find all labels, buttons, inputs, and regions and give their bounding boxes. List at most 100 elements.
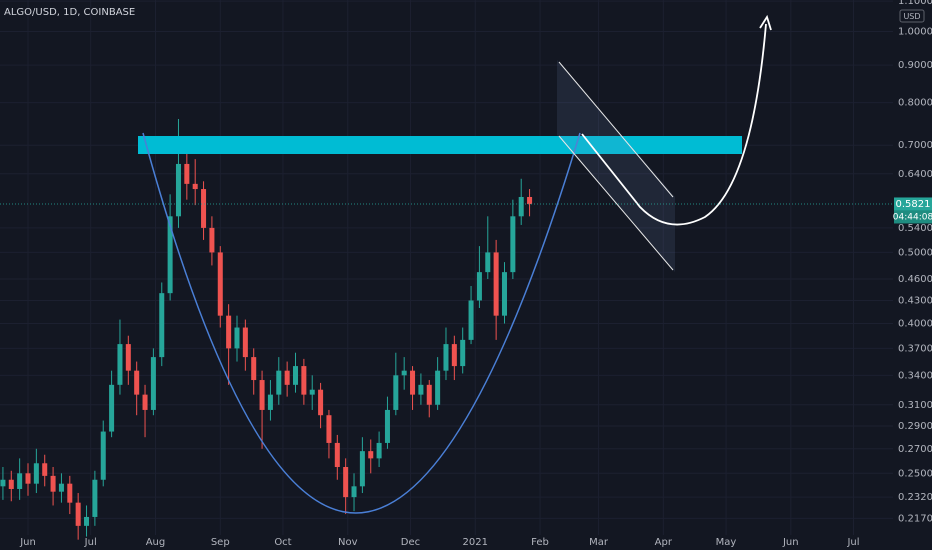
candle-body (100, 431, 106, 480)
x-tick-label: Dec (401, 537, 420, 548)
projection-arrow (581, 23, 767, 226)
candle-body (376, 442, 382, 459)
candles (0, 118, 533, 540)
y-tick-label: 0.4600 (898, 274, 932, 285)
candle-body (0, 479, 6, 487)
candle-body (50, 475, 56, 492)
currency-box (899, 9, 925, 23)
drawings (138, 14, 772, 514)
candle-body (234, 327, 240, 349)
candle-body (75, 502, 81, 526)
candle-body (343, 466, 349, 498)
y-tick-label: 0.4000 (898, 319, 932, 330)
candle-body (393, 375, 399, 410)
candle-body (334, 442, 340, 467)
y-tick-label: 0.2320 (898, 492, 932, 503)
candle-body (410, 370, 416, 395)
y-tick-label: 0.2500 (898, 468, 932, 479)
candle-body (201, 189, 207, 228)
candle-body (142, 394, 148, 410)
x-tick-label: 2021 (463, 537, 488, 548)
candle-body (25, 473, 31, 484)
y-tick-label: 0.3400 (898, 370, 932, 381)
candle-body (276, 370, 282, 395)
candle-body (326, 415, 332, 443)
candle-body (209, 227, 215, 253)
candle-body (84, 516, 90, 526)
candle-body (318, 389, 324, 416)
countdown: 04:44:08 (893, 212, 932, 222)
candle-body (435, 370, 441, 405)
y-tick-label: 0.3700 (898, 343, 932, 354)
candle-body (418, 384, 424, 395)
candle-body (468, 300, 474, 340)
candle-body (184, 163, 190, 184)
y-tick-label: 0.2170 (898, 513, 932, 524)
y-tick-label: 0.5000 (898, 247, 932, 258)
y-tick-label: 0.2700 (898, 444, 932, 455)
candle-body (217, 252, 223, 316)
candle-body (359, 451, 365, 487)
x-tick-label: Sep (211, 537, 230, 548)
x-tick-label: May (716, 537, 737, 548)
candle-body (501, 272, 508, 316)
last-price-box (894, 197, 932, 211)
y-tick-label: 0.2900 (898, 421, 932, 432)
candle-body (134, 370, 140, 395)
x-tick-label: Feb (531, 537, 549, 548)
candle-body (175, 163, 181, 217)
x-tick-label: Jun (782, 537, 799, 548)
candle-body (527, 196, 533, 205)
channel-top (558, 61, 674, 198)
candle-body (42, 463, 48, 476)
candle-body (510, 216, 516, 273)
candle-body (150, 357, 156, 410)
channel-bottom (558, 135, 674, 271)
candle-body (226, 315, 232, 349)
candle-body (292, 366, 299, 385)
x-tick-label: Jul (84, 537, 97, 548)
y-tick-label: 1.1000 (898, 0, 932, 7)
arrow-head (759, 14, 772, 31)
candle-body (309, 389, 315, 395)
candle-body (384, 409, 390, 443)
candle-body (8, 479, 14, 489)
candle-body (493, 252, 499, 316)
candle-body (518, 196, 524, 217)
x-tick-label: Mar (589, 537, 609, 548)
candle-body (259, 380, 265, 410)
x-tick-label: Jul (846, 537, 859, 548)
y-tick-label: 0.8000 (898, 98, 932, 109)
candle-body (301, 366, 307, 395)
cup-curve (142, 132, 581, 514)
candle-body (443, 344, 449, 371)
y-tick-label: 0.6400 (898, 169, 932, 180)
currency: USD (903, 12, 920, 21)
y-tick-label: 1.0000 (898, 27, 932, 38)
y-tick-label: 0.7000 (898, 140, 932, 151)
candle-body (117, 344, 123, 385)
resistance-zone (138, 136, 742, 154)
candle-body (368, 451, 374, 459)
x-tick-label: Aug (146, 537, 166, 548)
candle-body (476, 272, 482, 301)
candle-body (242, 327, 248, 358)
x-tick-label: Nov (338, 537, 358, 548)
x-tick-label: Jun (19, 537, 36, 548)
candle-body (485, 252, 491, 273)
x-axis: Jun Jul Aug Sep Oct Nov Dec 2021 Feb Mar Apr May Jun… (19, 537, 859, 548)
candle-body (167, 216, 173, 294)
y-tick-label: 0.9000 (898, 60, 932, 71)
x-tick-label: Oct (274, 537, 291, 548)
symbol-title: ALGO/USD, 1D, COINBASE (4, 7, 135, 18)
x-tick-label: Apr (655, 537, 673, 548)
candle-body (159, 293, 165, 358)
last-price: 0.5821 (896, 199, 931, 210)
channel-fill (557, 60, 675, 272)
candle-body (284, 370, 290, 385)
candle-body (401, 370, 407, 376)
candle-body (125, 344, 131, 371)
